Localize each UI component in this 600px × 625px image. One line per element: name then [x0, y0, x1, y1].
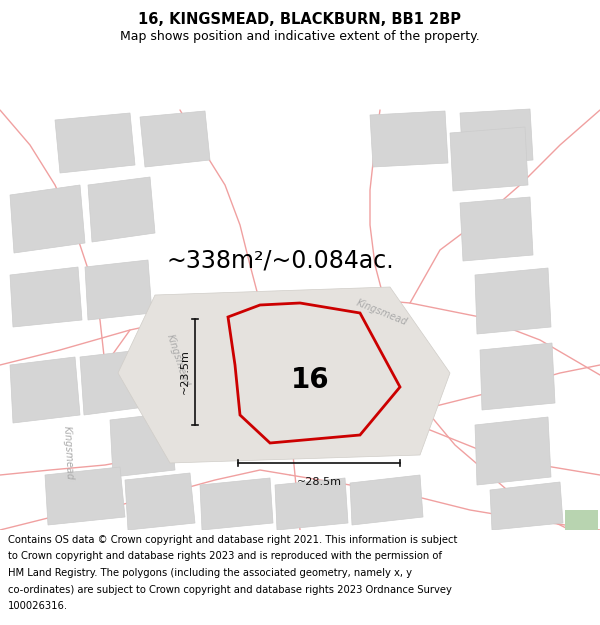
- Polygon shape: [475, 268, 551, 334]
- Polygon shape: [450, 127, 528, 191]
- Polygon shape: [565, 510, 598, 530]
- Polygon shape: [118, 287, 450, 463]
- Polygon shape: [55, 113, 135, 173]
- Polygon shape: [10, 267, 82, 327]
- Text: Kingsmead: Kingsmead: [355, 298, 409, 328]
- Polygon shape: [10, 357, 80, 423]
- Polygon shape: [460, 109, 533, 165]
- Text: ~23.5m: ~23.5m: [180, 349, 190, 394]
- Polygon shape: [110, 413, 175, 477]
- Polygon shape: [275, 478, 348, 530]
- Polygon shape: [480, 343, 555, 410]
- Polygon shape: [88, 177, 155, 242]
- Polygon shape: [10, 185, 85, 253]
- Text: ~28.5m: ~28.5m: [296, 477, 341, 487]
- Text: to Crown copyright and database rights 2023 and is reproduced with the permissio: to Crown copyright and database rights 2…: [8, 551, 442, 561]
- Text: Map shows position and indicative extent of the property.: Map shows position and indicative extent…: [120, 30, 480, 43]
- Polygon shape: [350, 475, 423, 525]
- Text: Kingsmead: Kingsmead: [165, 332, 191, 388]
- Polygon shape: [475, 417, 551, 485]
- Polygon shape: [460, 197, 533, 261]
- Text: co-ordinates) are subject to Crown copyright and database rights 2023 Ordnance S: co-ordinates) are subject to Crown copyr…: [8, 584, 452, 594]
- Text: HM Land Registry. The polygons (including the associated geometry, namely x, y: HM Land Registry. The polygons (includin…: [8, 568, 412, 578]
- Polygon shape: [85, 260, 152, 320]
- Polygon shape: [200, 478, 273, 530]
- Polygon shape: [140, 111, 210, 167]
- Polygon shape: [195, 388, 262, 447]
- Text: Contains OS data © Crown copyright and database right 2021. This information is : Contains OS data © Crown copyright and d…: [8, 535, 457, 545]
- Text: ~338m²/~0.084ac.: ~338m²/~0.084ac.: [166, 248, 394, 272]
- Polygon shape: [80, 350, 145, 415]
- Polygon shape: [125, 473, 195, 530]
- Text: Kingsmead: Kingsmead: [62, 426, 74, 481]
- Text: 100026316.: 100026316.: [8, 601, 68, 611]
- Text: 16, KINGSMEAD, BLACKBURN, BB1 2BP: 16, KINGSMEAD, BLACKBURN, BB1 2BP: [139, 12, 461, 27]
- Polygon shape: [370, 111, 448, 167]
- Polygon shape: [45, 467, 125, 525]
- Text: 16: 16: [290, 366, 329, 394]
- Polygon shape: [490, 482, 563, 530]
- Polygon shape: [265, 385, 332, 445]
